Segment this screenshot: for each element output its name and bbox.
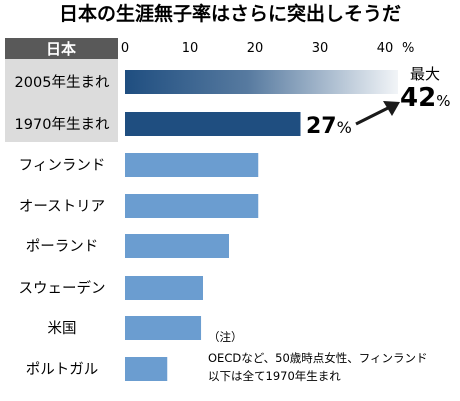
- bars: [125, 70, 398, 381]
- bar: [125, 153, 259, 177]
- annotation-max-label: 最大: [410, 65, 440, 83]
- chart-title: 日本の生涯無子率はさらに突出しそうだ: [59, 2, 401, 25]
- bar: [125, 357, 168, 381]
- annotation-1970-unit: %: [337, 118, 352, 137]
- category-label: ポルトガル: [26, 361, 99, 378]
- annotation-1970: 27%: [306, 114, 352, 139]
- footnote-line-3: 以下は全て1970年生まれ: [208, 369, 341, 383]
- x-tick-label: 0: [121, 41, 129, 56]
- increase-arrow: [355, 101, 400, 126]
- bar: [125, 276, 203, 300]
- category-label: 2005年生まれ: [15, 74, 110, 91]
- category-label: 1970年生まれ: [15, 116, 110, 133]
- bar: [125, 70, 398, 94]
- x-axis-ticks: 0 10 20 30 40%: [121, 41, 415, 56]
- x-axis-unit: %: [402, 41, 414, 56]
- footnote: （注） OECDなど、50歳時点女性、フィンランド 以下は全て1970年生まれ: [208, 330, 428, 383]
- x-tick-label: 20: [247, 41, 264, 56]
- footnote-line-2: OECDなど、50歳時点女性、フィンランド: [208, 351, 428, 365]
- japan-group-header: [5, 38, 118, 59]
- x-tick-label: 40: [377, 41, 394, 56]
- bar: [125, 112, 301, 136]
- category-labels: 2005年生まれ 1970年生まれフィンランドオーストリアポーランドスウェーデン米…: [15, 74, 110, 378]
- footnote-line-1: （注）: [208, 330, 243, 344]
- category-label: ポーランド: [26, 238, 99, 255]
- bar: [125, 234, 229, 258]
- x-tick-label: 30: [312, 41, 329, 56]
- category-label: オーストリア: [19, 199, 105, 215]
- annotation-max-unit: %: [436, 92, 450, 110]
- annotation-max: 最大 42%: [400, 65, 450, 113]
- category-label: スウェーデン: [19, 279, 106, 297]
- annotation-1970-value: 27%: [306, 114, 352, 139]
- bar: [125, 194, 259, 218]
- japan-group-label: 日本: [46, 40, 76, 58]
- x-tick-label: 10: [182, 41, 199, 56]
- annotation-max-value: 42%: [400, 83, 450, 113]
- category-label: フィンランド: [19, 158, 106, 174]
- bar: [125, 316, 202, 340]
- category-label: 米国: [48, 320, 77, 337]
